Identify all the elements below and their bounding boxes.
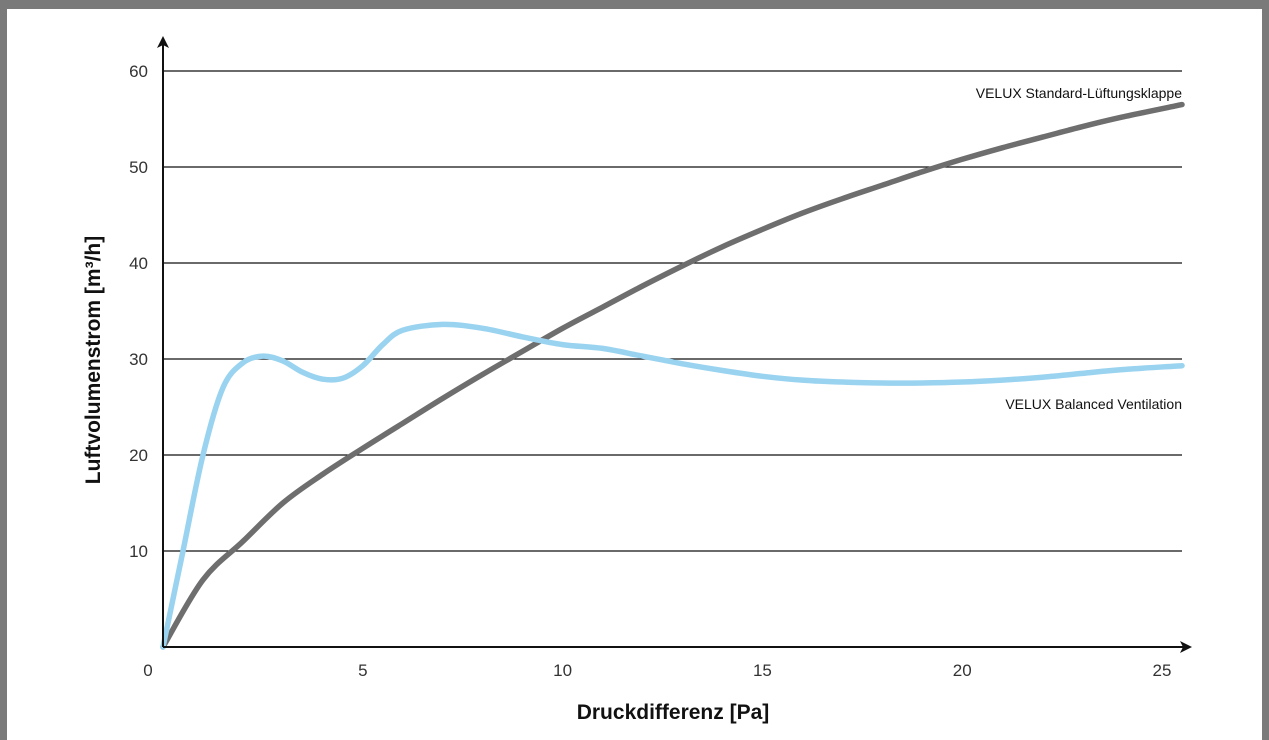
series-labels: VELUX Standard-Lüftungsklappe VELUX Balan… [976,85,1182,412]
series-line-velux-balanced-ventilation [160,321,1185,650]
x-tick-label: 20 [953,661,972,680]
series-label-velux-standard-l-ftungsklappe: VELUX Standard-Lüftungsklappe [976,85,1182,101]
gridlines [163,70,1182,552]
x-tick-label: 5 [358,661,367,680]
x-tick-label: 10 [553,661,572,680]
x-tick-label: 25 [1153,661,1172,680]
y-tick-labels: 10 20 30 40 50 60 [129,62,148,561]
series-line-velux-standard-l-ftungsklappe [160,101,1185,650]
y-axis-title: Luftvolumenstrom [m³/h] [82,236,105,484]
y-tick-label: 30 [129,350,148,369]
x-tick-label: 0 [143,661,152,680]
y-tick-label: 40 [129,254,148,273]
series-label-velux-balanced-ventilation: VELUX Balanced Ventilation [1005,396,1182,412]
series-lines [160,101,1185,650]
y-tick-label: 20 [129,446,148,465]
x-tick-labels: 0 5 10 15 20 25 [143,661,1171,680]
y-tick-label: 50 [129,158,148,177]
axes [157,36,1192,653]
y-tick-label: 60 [129,62,148,81]
x-axis-title: Druckdifferenz [Pa] [577,701,770,724]
x-tick-label: 15 [753,661,772,680]
y-tick-label: 10 [129,542,148,561]
